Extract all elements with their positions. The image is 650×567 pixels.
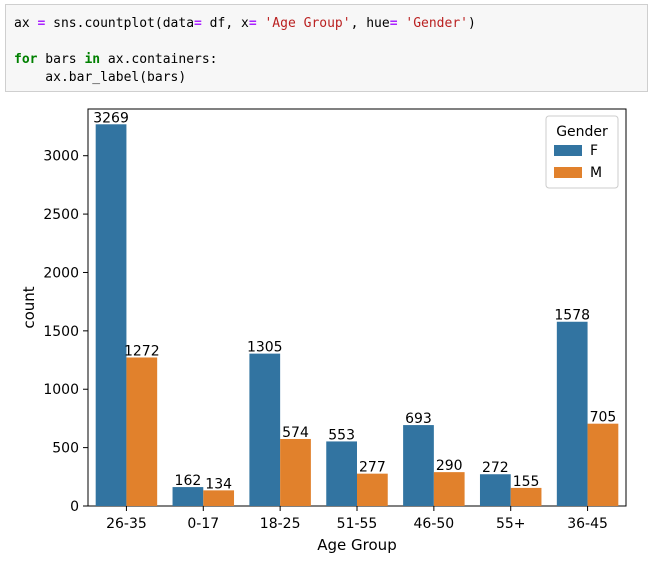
x-axis-label: Age Group (317, 536, 396, 554)
y-axis-label: count (20, 286, 38, 328)
bar-F-55+ (479, 474, 511, 506)
x-tick-label: 46-50 (414, 516, 455, 532)
y-tick-label: 1000 (43, 382, 79, 398)
bar-M-55+ (510, 487, 542, 506)
bar-value-label: 162 (175, 473, 202, 489)
bar-F-36-45 (556, 321, 588, 506)
bar-value-label: 693 (405, 411, 432, 427)
y-tick-label: 2500 (43, 207, 79, 223)
bar-F-46-50 (403, 425, 434, 506)
bar-F-0-17 (172, 487, 204, 506)
y-tick-label: 0 (70, 499, 79, 515)
code-line-1: ax = sns.countplot(data= df, x= 'Age Gro… (14, 16, 476, 31)
bar-value-label: 3269 (93, 110, 129, 126)
bar-M-46-50 (433, 472, 465, 506)
bar-value-label: 134 (205, 476, 232, 492)
bar-value-label: 553 (328, 427, 355, 443)
bar-M-51-55 (357, 473, 388, 506)
bar-value-label: 277 (359, 460, 386, 476)
legend-entry-M: M (590, 165, 602, 181)
y-tick-label: 1500 (43, 324, 79, 340)
x-tick-label: 36-45 (567, 516, 608, 532)
bar-value-label: 574 (282, 425, 309, 441)
bar-M-18-25 (280, 438, 311, 506)
legend-entry-F: F (590, 143, 598, 159)
code-line-3: ax.bar_label(bars) (14, 70, 187, 85)
bar-F-26-35 (95, 124, 127, 506)
bar-M-26-35 (126, 357, 158, 506)
bar-value-label: 1305 (247, 340, 283, 356)
bar-value-label: 1578 (554, 308, 590, 324)
x-tick-label: 0-17 (187, 516, 219, 532)
bar-M-36-45 (587, 423, 619, 506)
x-tick-label: 18-25 (260, 516, 301, 532)
y-tick-label: 3000 (43, 149, 79, 165)
bar-F-18-25 (249, 353, 281, 506)
x-tick-label: 55+ (496, 516, 526, 532)
bar-M-0-17 (203, 490, 235, 506)
x-tick-label: 51-55 (337, 516, 378, 532)
bar-value-label: 272 (482, 460, 509, 476)
bar-value-label: 155 (513, 474, 540, 490)
legend-swatch-F (554, 145, 582, 156)
code-line-2: for bars in ax.containers: (14, 52, 218, 67)
legend-swatch-M (554, 167, 582, 178)
y-tick-label: 2000 (43, 265, 79, 281)
code-cell[interactable]: ax = sns.countplot(data= df, x= 'Age Gro… (5, 4, 648, 92)
bar-value-label: 705 (590, 410, 617, 426)
x-tick-label: 26-35 (106, 516, 147, 532)
bar-value-label: 290 (436, 458, 463, 474)
legend-title: Gender (556, 124, 608, 140)
bar-F-51-55 (326, 441, 357, 506)
bar-value-label: 1272 (124, 343, 160, 359)
y-tick-label: 500 (52, 441, 79, 457)
